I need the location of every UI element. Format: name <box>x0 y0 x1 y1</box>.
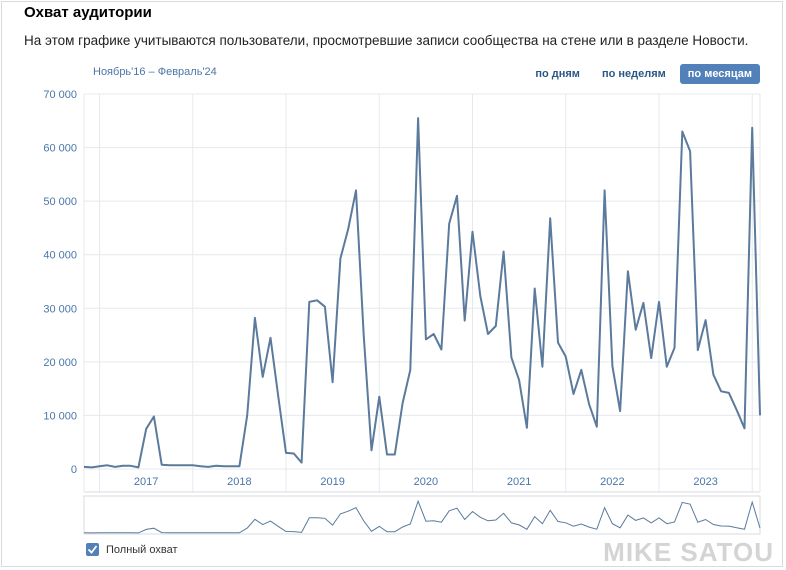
x-tick-label: 2022 <box>600 476 624 488</box>
legend: Полный охват <box>86 543 178 556</box>
x-tick-label: 2017 <box>134 476 158 488</box>
y-tick-label: 60 000 <box>43 143 77 155</box>
x-tick-label: 2018 <box>227 476 251 488</box>
y-tick-label: 20 000 <box>43 357 77 369</box>
page-title: Охват аудитории <box>24 4 152 21</box>
range-toggle: по дням по неделям по месяцам <box>527 64 760 84</box>
y-tick-label: 50 000 <box>43 196 77 208</box>
y-tick-label: 70 000 <box>43 89 77 101</box>
x-tick-label: 2020 <box>414 476 438 488</box>
chart-description: На этом графике учитываются пользователи… <box>24 33 749 48</box>
period-label[interactable]: Ноябрь'16 – Февраль'24 <box>93 66 217 78</box>
y-tick-label: 40 000 <box>43 250 77 262</box>
y-tick-label: 30 000 <box>43 303 77 315</box>
range-months-button[interactable]: по месяцам <box>679 64 760 84</box>
x-tick-label: 2019 <box>320 476 344 488</box>
y-tick-label: 0 <box>71 464 77 476</box>
navigator-panel <box>83 495 761 535</box>
x-tick-label: 2023 <box>693 476 717 488</box>
legend-label: Полный охват <box>106 543 178 556</box>
watermark-logo: MIKE SATOU <box>603 537 774 567</box>
navigator-line <box>83 499 761 534</box>
range-days-button[interactable]: по дням <box>535 68 580 80</box>
range-weeks-button[interactable]: по неделям <box>601 68 666 80</box>
legend-checkbox[interactable] <box>86 543 99 556</box>
x-tick-label: 2021 <box>507 476 531 488</box>
y-tick-label: 10 000 <box>43 410 77 422</box>
check-icon <box>87 545 98 554</box>
series-line <box>83 117 761 469</box>
